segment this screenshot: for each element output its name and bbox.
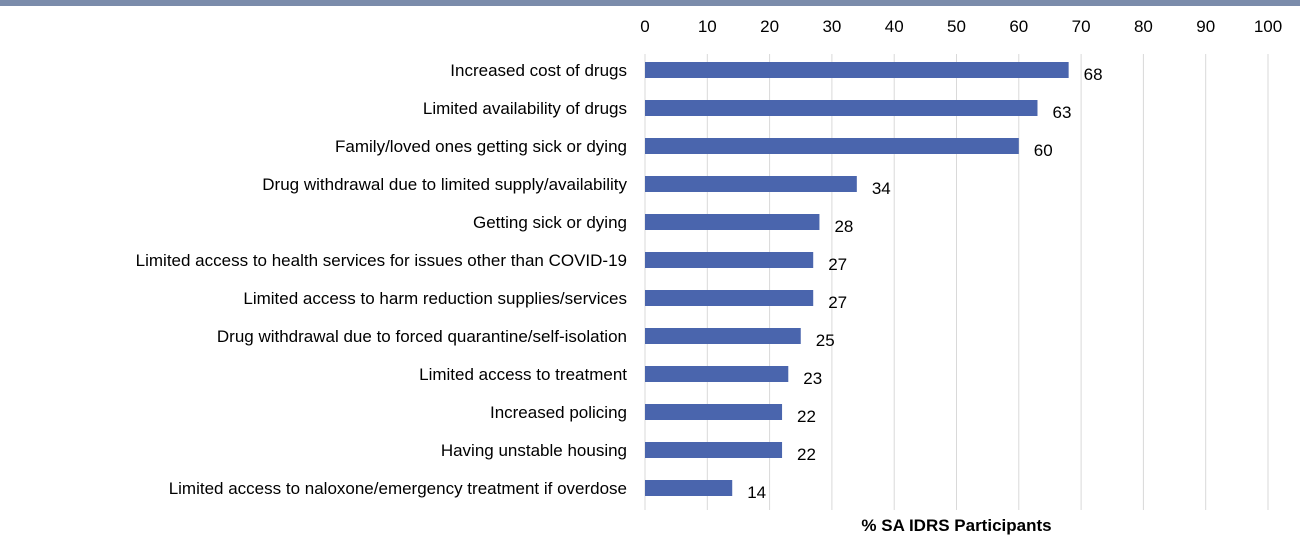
x-tick-label-50: 50: [947, 17, 966, 36]
x-axis-title: % SA IDRS Participants: [861, 516, 1051, 535]
bars: [645, 62, 1069, 496]
x-tick-label-90: 90: [1196, 17, 1215, 36]
gridlines: [644, 54, 1269, 510]
bar-9: [645, 366, 789, 382]
category-label-3: Family/loved ones getting sick or dying: [335, 137, 627, 156]
x-axis-ticks: 0 10 20 30 40 50 60 70 80 90 100: [640, 17, 1282, 36]
data-label-9: 23: [803, 369, 822, 388]
bar-11: [645, 442, 783, 458]
category-label-6: Limited access to health services for is…: [136, 251, 627, 270]
category-label-4: Drug withdrawal due to limited supply/av…: [262, 175, 627, 194]
x-tick-label-20: 20: [760, 17, 779, 36]
x-tick-label-70: 70: [1072, 17, 1091, 36]
x-tick-label-60: 60: [1009, 17, 1028, 36]
data-label-1: 68: [1084, 65, 1103, 84]
category-label-5: Getting sick or dying: [473, 213, 627, 232]
bar-3: [645, 138, 1019, 154]
category-label-11: Having unstable housing: [441, 441, 627, 460]
bar-5: [645, 214, 820, 230]
category-labels: Increased cost of drugs Limited availabil…: [136, 61, 628, 498]
top-color-band: [0, 0, 1300, 6]
data-label-6: 27: [828, 255, 847, 274]
bar-7: [645, 290, 814, 306]
data-label-7: 27: [828, 293, 847, 312]
bar-12: [645, 480, 733, 496]
category-label-9: Limited access to treatment: [419, 365, 627, 384]
x-tick-label-40: 40: [885, 17, 904, 36]
x-tick-label-30: 30: [822, 17, 841, 36]
bar-8: [645, 328, 801, 344]
data-labels: 68 63 60 34 28 27 27 25 23 22 22 14: [747, 65, 1102, 502]
bar-6: [645, 252, 814, 268]
x-tick-label-80: 80: [1134, 17, 1153, 36]
data-label-2: 63: [1052, 103, 1071, 122]
bar-2: [645, 100, 1038, 116]
data-label-11: 22: [797, 445, 816, 464]
bar-10: [645, 404, 783, 420]
category-label-7: Limited access to harm reduction supplie…: [243, 289, 627, 308]
data-label-5: 28: [834, 217, 853, 236]
category-label-2: Limited availability of drugs: [423, 99, 627, 118]
category-label-10: Increased policing: [490, 403, 627, 422]
data-label-12: 14: [747, 483, 766, 502]
bar-4: [645, 176, 857, 192]
x-tick-label-0: 0: [640, 17, 649, 36]
x-tick-label-10: 10: [698, 17, 717, 36]
data-label-3: 60: [1034, 141, 1053, 160]
category-label-12: Limited access to naloxone/emergency tre…: [169, 479, 627, 498]
data-label-8: 25: [816, 331, 835, 350]
category-label-8: Drug withdrawal due to forced quarantine…: [217, 327, 627, 346]
x-tick-label-100: 100: [1254, 17, 1282, 36]
bar-1: [645, 62, 1069, 78]
category-label-1: Increased cost of drugs: [450, 61, 627, 80]
data-label-10: 22: [797, 407, 816, 426]
data-label-4: 34: [872, 179, 891, 198]
